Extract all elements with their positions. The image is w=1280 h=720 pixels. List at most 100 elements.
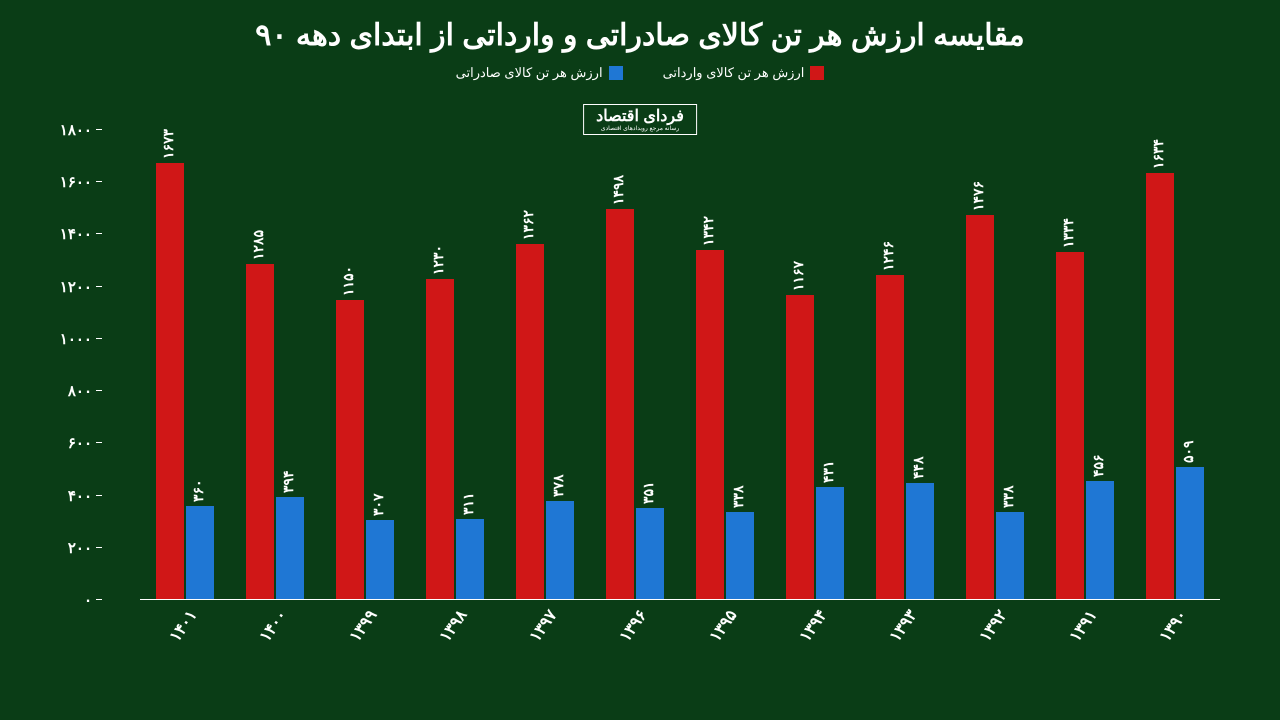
bar-export-label: ۴۵۶ xyxy=(1090,454,1107,477)
bar-import: ۱۱۵۰ xyxy=(336,300,364,600)
bar-group: ۴۵۶۱۳۳۴ xyxy=(1040,130,1130,600)
bar-export-label: ۳۰۷ xyxy=(370,493,387,516)
bar-import: ۱۳۳۴ xyxy=(1056,252,1084,600)
bar-group: ۳۳۸۱۳۴۲ xyxy=(680,130,770,600)
bar-export: ۳۳۸ xyxy=(726,512,754,600)
bar-import-label: ۱۲۳۰ xyxy=(430,245,447,275)
x-tick-label: ۱۳۹۲ xyxy=(950,600,1040,660)
x-tick-label: ۱۴۰۰ xyxy=(230,600,320,660)
y-tick-mark xyxy=(96,129,102,130)
bar-import: ۱۳۶۲ xyxy=(516,244,544,600)
bar-export: ۳۵۱ xyxy=(636,508,664,600)
bar-import: ۱۲۸۵ xyxy=(246,264,274,600)
bar-import-label: ۱۱۵۰ xyxy=(340,266,357,296)
x-tick-label: ۱۳۹۷ xyxy=(500,600,590,660)
legend-import: ارزش هر تن کالای وارداتی xyxy=(663,65,825,81)
x-tick-label: ۱۳۹۸ xyxy=(410,600,500,660)
bar-import: ۱۴۷۶ xyxy=(966,215,994,600)
bar-group: ۴۳۱۱۱۶۷ xyxy=(770,130,860,600)
chart-title: مقایسه ارزش هر تن کالای صادراتی و واردات… xyxy=(0,0,1280,53)
bar-import-label: ۱۴۹۸ xyxy=(610,175,627,205)
y-tick-label: ۱۲۰۰ xyxy=(60,278,92,296)
bar-import-label: ۱۲۸۵ xyxy=(250,230,267,260)
y-tick-label: ۱۶۰۰ xyxy=(60,173,92,191)
bar-export-label: ۳۵۱ xyxy=(640,482,657,505)
bar-group: ۳۹۴۱۲۸۵ xyxy=(230,130,320,600)
bar-export: ۴۴۸ xyxy=(906,483,934,600)
bar-import: ۱۴۹۸ xyxy=(606,209,634,600)
y-tick-label: ۱۸۰۰ xyxy=(60,121,92,139)
y-tick-label: ۴۰۰ xyxy=(68,487,92,505)
bar-import: ۱۳۴۲ xyxy=(696,250,724,600)
y-tick-mark xyxy=(96,233,102,234)
legend-export-label: ارزش هر تن کالای صادراتی xyxy=(456,65,603,81)
logo-main: فردای اقتصاد xyxy=(596,108,684,125)
legend-export-swatch xyxy=(609,66,623,80)
bar-export-label: ۳۷۸ xyxy=(550,475,567,498)
bar-export: ۳۶۰ xyxy=(186,506,214,600)
y-tick-label: ۱۰۰۰ xyxy=(60,330,92,348)
bar-import-label: ۱۲۴۶ xyxy=(880,241,897,271)
y-tick-mark xyxy=(96,338,102,339)
bar-import-label: ۱۳۳۴ xyxy=(1060,218,1077,248)
legend-import-swatch xyxy=(810,66,824,80)
bars-container: ۵۰۹۱۶۳۴۴۵۶۱۳۳۴۳۳۸۱۴۷۶۴۴۸۱۲۴۶۴۳۱۱۱۶۷۳۳۸۱۳… xyxy=(140,130,1220,600)
x-tick-label: ۱۳۹۴ xyxy=(770,600,860,660)
x-tick-label: ۱۳۹۹ xyxy=(320,600,410,660)
bar-import: ۱۲۴۶ xyxy=(876,275,904,600)
y-tick-mark xyxy=(96,442,102,443)
bar-export-label: ۵۰۹ xyxy=(1180,441,1197,464)
y-tick-label: ۰ xyxy=(84,591,92,609)
bar-group: ۳۶۰۱۶۷۳ xyxy=(140,130,230,600)
x-tick-label: ۱۴۰۱ xyxy=(140,600,230,660)
legend: ارزش هر تن کالای وارداتی ارزش هر تن کالا… xyxy=(0,65,1280,81)
bar-import-label: ۱۳۴۲ xyxy=(700,216,717,246)
y-tick-mark xyxy=(96,599,102,600)
bar-export-label: ۴۴۸ xyxy=(910,456,927,479)
bar-export: ۳۰۷ xyxy=(366,520,394,600)
bar-export: ۳۱۱ xyxy=(456,519,484,600)
bar-group: ۳۰۷۱۱۵۰ xyxy=(320,130,410,600)
bar-group: ۳۳۸۱۴۷۶ xyxy=(950,130,1040,600)
bar-import-label: ۱۴۷۶ xyxy=(970,181,987,211)
x-axis-labels: ۱۳۹۰۱۳۹۱۱۳۹۲۱۳۹۳۱۳۹۴۱۳۹۵۱۳۹۶۱۳۹۷۱۳۹۸۱۳۹۹… xyxy=(140,600,1220,660)
bar-export: ۵۰۹ xyxy=(1176,467,1204,600)
bar-import: ۱۶۷۳ xyxy=(156,163,184,600)
y-tick-label: ۲۰۰ xyxy=(68,539,92,557)
y-tick-label: ۱۴۰۰ xyxy=(60,225,92,243)
y-tick-label: ۸۰۰ xyxy=(68,382,92,400)
bar-group: ۳۵۱۱۴۹۸ xyxy=(590,130,680,600)
y-tick-mark xyxy=(96,495,102,496)
bar-export-label: ۴۳۱ xyxy=(820,461,837,484)
bar-import: ۱۶۳۴ xyxy=(1146,173,1174,600)
bar-export-label: ۳۳۸ xyxy=(730,485,747,508)
bar-import-label: ۱۳۶۲ xyxy=(520,210,537,240)
plot-area: ۵۰۹۱۶۳۴۴۵۶۱۳۳۴۳۳۸۱۴۷۶۴۴۸۱۲۴۶۴۳۱۱۱۶۷۳۳۸۱۳… xyxy=(140,130,1220,600)
bar-group: ۳۷۸۱۳۶۲ xyxy=(500,130,590,600)
bar-export: ۳۹۴ xyxy=(276,497,304,600)
x-tick-label: ۱۳۹۶ xyxy=(590,600,680,660)
bar-export-label: ۳۶۰ xyxy=(190,479,207,502)
bar-export: ۴۵۶ xyxy=(1086,481,1114,600)
y-tick-mark xyxy=(96,286,102,287)
bar-export: ۳۳۸ xyxy=(996,512,1024,600)
legend-export: ارزش هر تن کالای صادراتی xyxy=(456,65,623,81)
bar-export: ۴۳۱ xyxy=(816,487,844,600)
bar-group: ۳۱۱۱۲۳۰ xyxy=(410,130,500,600)
y-tick-mark xyxy=(96,390,102,391)
bar-import: ۱۱۶۷ xyxy=(786,295,814,600)
bar-export-label: ۳۹۴ xyxy=(280,471,297,494)
bar-export-label: ۳۳۸ xyxy=(1000,485,1017,508)
y-tick-mark xyxy=(96,181,102,182)
bar-import-label: ۱۶۳۴ xyxy=(1150,139,1167,169)
bar-group: ۵۰۹۱۶۳۴ xyxy=(1130,130,1220,600)
bar-export: ۳۷۸ xyxy=(546,501,574,600)
y-tick-mark xyxy=(96,547,102,548)
x-tick-label: ۱۳۹۵ xyxy=(680,600,770,660)
bar-import: ۱۲۳۰ xyxy=(426,279,454,600)
y-tick-label: ۶۰۰ xyxy=(68,434,92,452)
legend-import-label: ارزش هر تن کالای وارداتی xyxy=(663,65,805,81)
bar-group: ۴۴۸۱۲۴۶ xyxy=(860,130,950,600)
x-tick-label: ۱۳۹۰ xyxy=(1130,600,1220,660)
chart-area: دلار ۰۲۰۰۴۰۰۶۰۰۸۰۰۱۰۰۰۱۲۰۰۱۴۰۰۱۶۰۰۱۸۰۰ ۵… xyxy=(110,130,1220,660)
